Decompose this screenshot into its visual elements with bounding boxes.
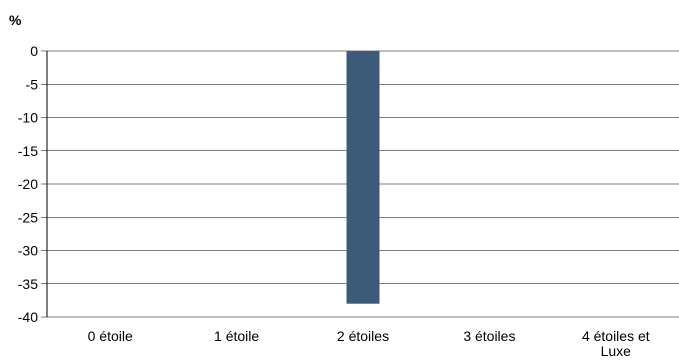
y-tick-label: -5 [26, 76, 39, 92]
bar [346, 51, 380, 304]
x-tick-label: 3 étoiles [463, 328, 515, 344]
y-axis-ticks: 0 -5 -10 -15 -20 -25 -30 -35 -40 [18, 43, 38, 325]
y-tick-label: -35 [18, 276, 38, 292]
y-tick-label: -10 [18, 110, 38, 126]
y-tick-label: -25 [18, 209, 38, 225]
y-unit-label: % [9, 12, 22, 28]
x-axis-labels: 0 étoile 1 étoile 2 étoiles 3 étoiles 4 étoi… [88, 328, 650, 359]
x-tick-label: 2 étoiles [337, 328, 389, 344]
y-tick-label: 0 [30, 43, 38, 59]
bars [346, 51, 380, 304]
y-tick-label: -30 [18, 243, 38, 259]
x-tick-label: 1 étoile [214, 328, 259, 344]
x-tick-label: 4 étoiles et Luxe [582, 328, 650, 359]
y-tick-label: -15 [18, 143, 38, 159]
y-tick-label: -40 [18, 309, 38, 325]
x-tick-label: 0 étoile [88, 328, 133, 344]
y-tick-label: -20 [18, 176, 38, 192]
